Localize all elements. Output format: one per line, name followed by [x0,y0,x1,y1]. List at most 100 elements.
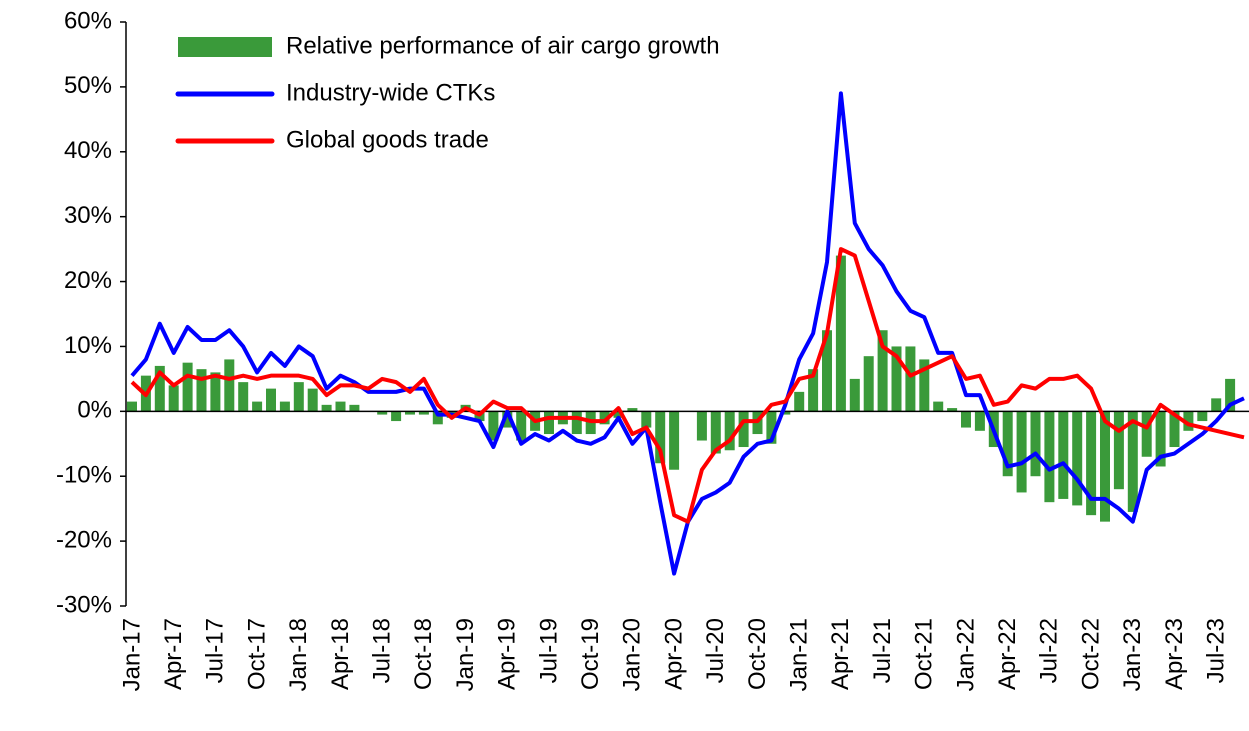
bar [196,369,207,412]
x-tick-label: Jul-19 [535,618,562,683]
x-tick-label: Apr-18 [327,618,354,690]
bar [349,404,360,412]
y-tick-label: 20% [64,267,112,294]
bar [961,411,971,428]
bar [1030,411,1041,477]
bar [766,411,777,444]
bar [1225,378,1236,412]
bar [613,411,624,418]
y-tick-label: 60% [64,7,112,34]
bar [266,388,276,412]
bar [655,411,666,464]
y-tick-label: 50% [64,72,112,99]
y-tick-label: 0% [77,397,112,424]
x-tick-label: Jan-19 [452,618,479,691]
line [130,247,1245,524]
legend-label: Industry-wide CTKs [286,79,495,106]
bar [808,369,819,412]
x-tick-label: Jan-23 [1119,618,1146,691]
bar [127,401,137,412]
bar [279,401,290,412]
bar [905,346,916,412]
bar [544,411,554,435]
bar [877,330,888,412]
x-tick-label: Apr-20 [660,618,687,690]
x-tick-label: Apr-17 [160,618,187,690]
y-tick-label: -10% [56,462,112,489]
x-tick-label: Oct-17 [243,618,270,690]
x-tick-label: Jan-22 [952,618,979,691]
bar [849,378,860,412]
y-tick-label: -20% [56,526,112,553]
bar [738,411,749,448]
x-tick-label: Jan-17 [118,618,145,691]
bar [891,346,902,412]
bar [974,411,985,431]
bar [641,411,652,428]
bar [210,372,221,412]
bar [1044,411,1055,503]
bar [1183,411,1194,431]
bar [391,411,402,422]
x-tick-label: Jul-22 [1036,618,1063,683]
bar [919,359,930,412]
bar [780,411,791,415]
bar [571,411,582,435]
bar [182,362,193,412]
bar [1016,411,1027,493]
bar [488,411,499,441]
y-tick-label: 30% [64,202,112,229]
bar [627,408,638,412]
bar [933,401,944,412]
bar [947,408,958,412]
bar [669,411,680,470]
bar [1086,411,1097,516]
x-tick-label: Oct-22 [1077,618,1104,690]
x-tick-label: Apr-22 [994,618,1021,690]
bar [154,365,165,412]
x-tick-label: Jan-18 [285,618,312,691]
bar [168,385,179,412]
bar [224,359,235,412]
bar [1100,411,1110,522]
bar [1155,411,1166,467]
legend-swatch [178,37,272,57]
bar [377,411,388,415]
bar [307,388,318,412]
bar [1002,411,1013,477]
bar [1113,411,1124,490]
x-tick-label: Oct-18 [410,618,437,690]
x-tick-label: Apr-21 [827,618,854,690]
x-tick-label: Jul-20 [702,618,729,683]
bar [502,411,513,428]
bar [516,411,527,441]
bar [1058,411,1069,499]
bar [432,411,443,425]
x-tick-label: Jan-20 [619,618,646,691]
bar [696,411,707,441]
bar [835,255,846,412]
x-tick-label: Jan-21 [786,618,813,691]
bar [724,411,735,451]
y-tick-label: 10% [64,332,112,359]
legend-label: Global goods trade [286,126,489,153]
bar [405,411,415,415]
bar [1197,411,1208,422]
bar [252,401,263,412]
x-tick-label: Oct-19 [577,618,604,690]
bar [321,404,332,412]
bar [822,330,832,412]
bar [293,382,304,412]
bar [1211,398,1222,412]
bar [335,401,346,412]
bar [599,411,610,425]
y-tick-label: 40% [64,137,112,164]
x-tick-label: Apr-19 [494,618,521,690]
legend-label: Relative performance of air cargo growth [286,32,720,59]
bar [1127,411,1138,512]
bar [418,411,429,415]
x-tick-label: Jul-18 [369,618,396,683]
bar [238,382,249,412]
x-tick-label: Oct-21 [911,618,938,690]
